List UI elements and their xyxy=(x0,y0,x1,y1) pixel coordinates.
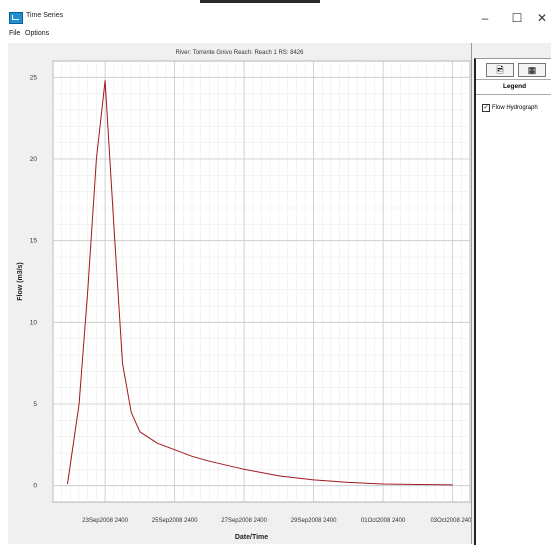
data-point xyxy=(96,158,97,160)
close-button[interactable]: ✕ xyxy=(536,11,548,25)
menu-bar: File Options xyxy=(0,29,551,42)
legend-item-flow-hydrograph[interactable]: ✓ Flow Hydrograph xyxy=(482,103,551,113)
x-tick-label: 29Sep2008 2400 xyxy=(291,518,337,524)
top-edge-mark xyxy=(200,0,320,3)
data-point xyxy=(174,449,176,451)
data-point xyxy=(243,468,245,470)
legend-label: Flow Hydrograph xyxy=(492,105,538,111)
x-tick-label: 01Oct2008 2400 xyxy=(361,518,406,524)
plot-panel: River: Torrente Gnivo Reach: Reach 1 RS:… xyxy=(8,43,472,544)
x-tick-label: 03Oct2008 2400 xyxy=(430,518,471,524)
x-tick-label: 27Sep2008 2400 xyxy=(221,518,267,524)
data-point xyxy=(191,455,193,457)
y-tick-label: 10 xyxy=(30,319,38,326)
data-point xyxy=(208,460,210,462)
table-tab-icon[interactable]: ▦ xyxy=(518,63,546,77)
y-tick-label: 0 xyxy=(33,483,37,490)
data-point xyxy=(104,80,106,81)
title-bar[interactable]: Time Series – ☐ ✕ xyxy=(0,7,551,29)
data-point xyxy=(113,223,115,225)
data-point xyxy=(78,403,80,405)
y-tick-label: 25 xyxy=(30,74,38,81)
x-axis-label: Date/Time xyxy=(235,534,268,541)
menu-options[interactable]: Options xyxy=(25,30,50,37)
data-point xyxy=(122,362,123,364)
data-point xyxy=(156,442,158,444)
y-axis-label: Flow (m3/s) xyxy=(17,262,24,301)
data-point xyxy=(139,431,141,433)
y-tick-label: 5 xyxy=(33,401,37,408)
menu-file[interactable]: File xyxy=(9,30,21,37)
data-point xyxy=(452,484,454,486)
chart-title: River: Torrente Gnivo Reach: Reach 1 RS:… xyxy=(175,50,304,56)
series-line-flow-hydrograph xyxy=(67,80,453,486)
legend-header: Legend xyxy=(476,79,551,95)
view-tabs: 🖻 ▦ xyxy=(478,63,550,77)
x-tick-label: 25Sep2008 2400 xyxy=(152,518,198,524)
x-tick-label: 23Sep2008 2400 xyxy=(82,518,128,524)
data-point xyxy=(382,483,384,485)
minimize-button[interactable]: – xyxy=(481,11,489,25)
data-point xyxy=(87,289,89,291)
maximize-button[interactable]: ☐ xyxy=(511,11,523,25)
window-title: Time Series xyxy=(26,12,64,19)
legend-checkbox[interactable]: ✓ xyxy=(482,104,490,112)
data-point xyxy=(278,475,280,477)
data-point xyxy=(313,479,315,481)
app-icon xyxy=(9,12,23,24)
hydrograph-chart[interactable]: 0 5 10 15 20 25 23Sep2008 2400 25Sep2008 2400 27… xyxy=(8,43,471,544)
screen-top-edge xyxy=(0,0,551,7)
y-tick-label: 15 xyxy=(30,238,38,245)
chart-tab-icon[interactable]: 🖻 xyxy=(486,63,514,77)
side-panel: 🖻 ▦ Legend ✓ Flow Hydrograph xyxy=(474,58,551,545)
data-point xyxy=(347,482,349,483)
data-point xyxy=(67,483,68,485)
y-tick-label: 20 xyxy=(30,156,38,163)
data-point xyxy=(130,411,132,413)
data-point xyxy=(417,484,419,485)
